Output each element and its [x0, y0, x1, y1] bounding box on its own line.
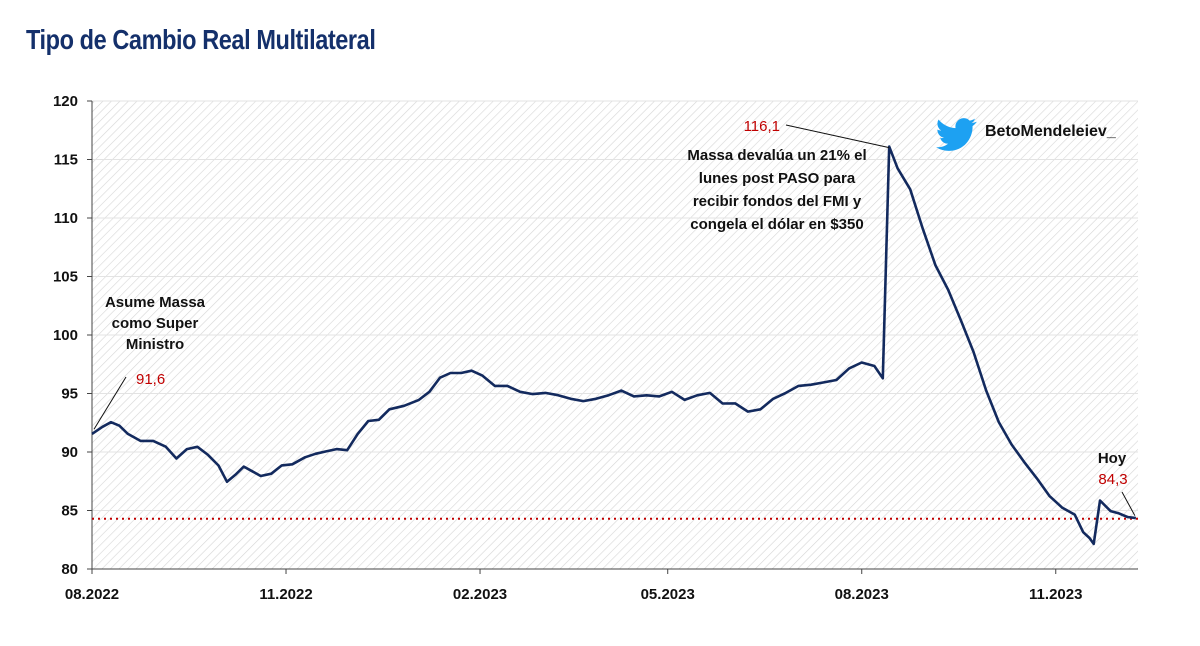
y-tick-label-120: 120 [53, 93, 78, 110]
annotation-hoy-label: Hoy [1098, 450, 1127, 467]
x-tick-label-02.2023: 02.2023 [453, 586, 507, 603]
annotation-paso-value: 116,1 [744, 118, 780, 135]
annotation-massa-value: 91,6 [136, 371, 165, 388]
annotation-paso-line: lunes post PASO para [699, 170, 856, 187]
y-tick-label-90: 90 [61, 444, 78, 461]
chart-title: Tipo de Cambio Real Multilateral [26, 24, 376, 55]
y-tick-label-100: 100 [53, 327, 78, 344]
annotation-paso-leader [785, 124, 890, 149]
series-line-tcrm [91, 145, 1137, 546]
gridlines [92, 100, 1138, 570]
y-tick-label-85: 85 [61, 503, 78, 520]
y-tick-label-95: 95 [61, 386, 78, 403]
annotation-massa-line: Ministro [126, 336, 184, 353]
annotation-paso-line: congela el dólar en $350 [690, 216, 863, 233]
y-tick-label-110: 110 [54, 210, 78, 227]
x-tick-label-08.2022: 08.2022 [65, 586, 119, 603]
x-tick-label-05.2023: 05.2023 [641, 586, 695, 603]
annotation-massa-line: como Super [112, 315, 199, 332]
x-tick-label-11.2023: 11.2023 [1029, 586, 1082, 603]
x-tick-label-11.2022: 11.2022 [259, 586, 312, 603]
twitter-watermark: BetoMendeleiev_ [936, 118, 1117, 151]
y-tick-label-80: 80 [61, 561, 78, 578]
annotation-paso-line: Massa devalúa un 21% el [687, 147, 866, 164]
twitter-bird-icon [936, 118, 977, 151]
y-tick-label-105: 105 [53, 269, 78, 286]
annotation-hoy-leader [1121, 491, 1136, 516]
axes: 80 85 90 95 100 105 110 115 120 08.2022 11.2022 02.… [53, 93, 1138, 603]
x-tick-label-08.2023: 08.2023 [835, 586, 889, 603]
annotation-massa-line: Asume Massa [105, 294, 206, 311]
annotations: Asume Massa como Super Ministro 91,6 116,1 Ma… [93, 118, 1136, 516]
annotation-paso-line: recibir fondos del FMI y [693, 193, 862, 210]
annotation-massa-leader [93, 376, 127, 430]
y-tick-label-115: 115 [54, 152, 78, 169]
twitter-handle: BetoMendeleiev_ [985, 123, 1117, 140]
annotation-hoy-value: 84,3 [1098, 471, 1127, 488]
